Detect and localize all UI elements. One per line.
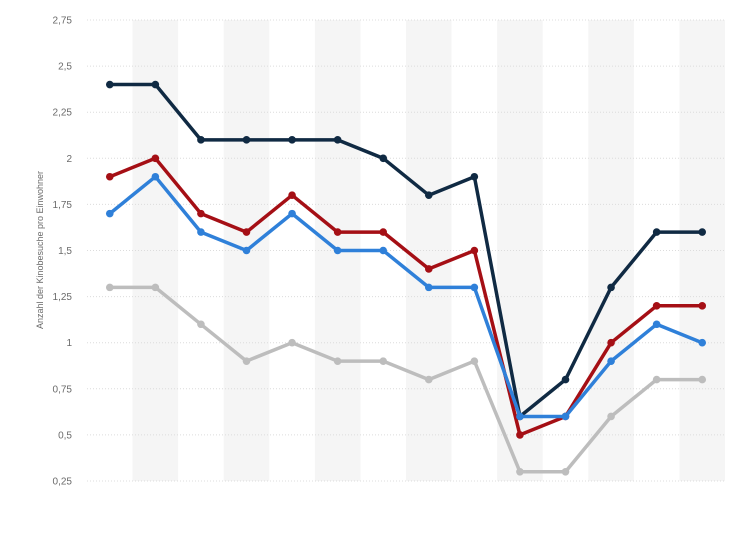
y-tick-label: 2	[66, 154, 72, 165]
series-line	[108, 82, 704, 419]
data-point[interactable]	[242, 228, 251, 236]
data-point[interactable]	[242, 136, 251, 144]
y-tick-label: 2,5	[58, 62, 72, 73]
data-point[interactable]	[242, 357, 251, 365]
data-point[interactable]	[197, 228, 205, 236]
data-point[interactable]	[288, 338, 296, 347]
data-point[interactable]	[333, 246, 342, 255]
data-point[interactable]	[424, 283, 433, 292]
y-tick-label: 2,25	[53, 108, 73, 119]
y-tick-label: 1,5	[58, 246, 72, 257]
data-point[interactable]	[333, 136, 342, 144]
data-point[interactable]	[470, 172, 479, 181]
y-axis-ticks: 0,25 0,5 0,75 1 1,25 1,5 1,75 2 2,25 2,5 2,75	[53, 16, 73, 488]
data-point[interactable]	[470, 283, 479, 292]
data-point[interactable]	[698, 338, 707, 347]
data-point[interactable]	[652, 302, 661, 310]
column-band	[406, 20, 452, 481]
data-point[interactable]	[607, 412, 615, 421]
data-point[interactable]	[379, 154, 388, 163]
data-point[interactable]	[652, 228, 661, 236]
data-point[interactable]	[197, 209, 205, 218]
data-point[interactable]	[652, 375, 661, 384]
data-point[interactable]	[151, 154, 160, 163]
y-tick-label: 0,25	[53, 477, 73, 488]
data-point[interactable]	[698, 228, 707, 236]
y-tick-label: 0,5	[58, 430, 72, 441]
data-point[interactable]	[151, 172, 160, 181]
series-2	[105, 154, 707, 439]
data-point[interactable]	[607, 338, 615, 347]
data-point[interactable]	[652, 320, 661, 329]
data-point[interactable]	[516, 467, 524, 476]
data-point[interactable]	[288, 209, 296, 218]
data-point[interactable]	[516, 431, 524, 439]
series-line	[108, 285, 704, 474]
y-tick-label: 1	[66, 338, 72, 349]
data-point[interactable]	[105, 209, 114, 218]
data-point[interactable]	[105, 172, 114, 181]
data-point[interactable]	[242, 246, 251, 255]
data-point[interactable]	[288, 191, 296, 199]
column-band	[132, 20, 179, 481]
data-point[interactable]	[379, 246, 388, 255]
data-point[interactable]	[197, 136, 205, 144]
data-point[interactable]	[333, 228, 342, 236]
series-line	[108, 156, 704, 437]
data-point[interactable]	[561, 412, 570, 421]
y-tick-label: 2,75	[53, 16, 73, 27]
data-point[interactable]	[470, 357, 479, 365]
data-point[interactable]	[561, 375, 570, 384]
data-point[interactable]	[379, 357, 388, 365]
y-tick-label: 0,75	[53, 384, 73, 395]
data-point[interactable]	[105, 283, 114, 292]
data-point[interactable]	[424, 191, 433, 199]
data-point[interactable]	[424, 375, 433, 384]
data-point[interactable]	[561, 467, 570, 476]
data-point[interactable]	[607, 357, 615, 365]
data-point[interactable]	[470, 246, 479, 255]
series-3	[105, 172, 707, 421]
series-group	[105, 80, 707, 476]
data-point[interactable]	[698, 375, 707, 384]
series-line	[108, 174, 704, 419]
data-point[interactable]	[516, 412, 524, 421]
data-point[interactable]	[151, 80, 160, 89]
data-point[interactable]	[333, 357, 342, 365]
y-tick-label: 1,25	[53, 292, 73, 303]
data-point[interactable]	[197, 320, 205, 329]
data-point[interactable]	[607, 283, 615, 292]
data-point[interactable]	[698, 302, 707, 310]
data-point[interactable]	[105, 80, 114, 89]
data-point[interactable]	[151, 283, 160, 292]
data-point[interactable]	[379, 228, 388, 236]
data-point[interactable]	[424, 265, 433, 273]
y-tick-label: 1,75	[53, 200, 73, 211]
data-point[interactable]	[288, 136, 296, 144]
y-axis-title: Anzahl der Kinobesuche pro Einwohner	[35, 171, 45, 329]
series-4	[105, 283, 707, 476]
